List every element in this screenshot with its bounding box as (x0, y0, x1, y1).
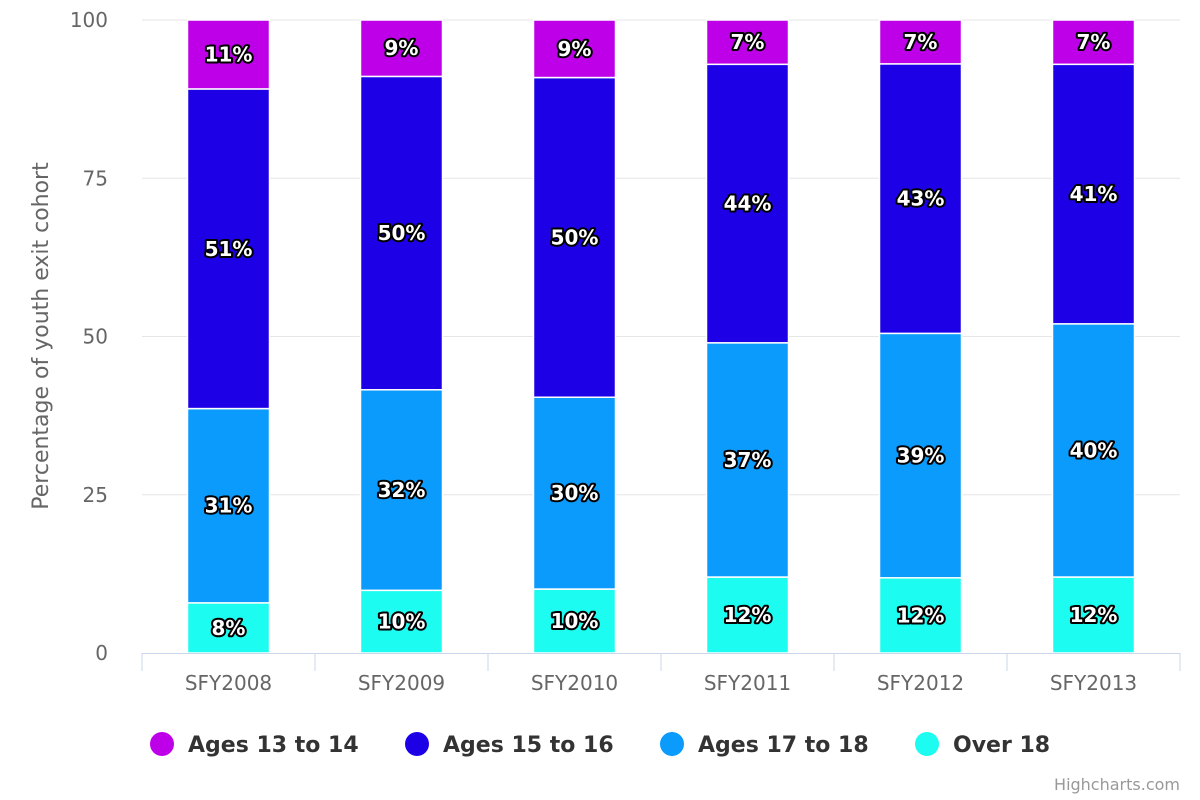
bar-segment[interactable] (359, 389, 444, 592)
bar-segment[interactable] (878, 332, 963, 579)
data-label: 37% (724, 448, 772, 472)
bar-segment[interactable] (532, 76, 617, 398)
data-label: 12% (897, 603, 945, 627)
bar-segment[interactable] (1051, 19, 1136, 66)
bar-segment[interactable] (532, 588, 617, 654)
grid-lines (142, 19, 1180, 496)
axes: 0 25 50 75 100 SFY2008 SFY2009 SFY2010 SFY2011 SF… (70, 8, 1181, 695)
bar-segment[interactable] (186, 602, 271, 654)
data-label: 44% (724, 192, 772, 216)
data-labels: 8% 31% 51% 11% 10% 32% 50% 9% 10% 30% 50% 9% 12% 37% 4… (203, 28, 1120, 642)
data-label: 43% (897, 187, 945, 211)
data-label: 39% (897, 444, 945, 468)
legend-symbol (915, 732, 939, 756)
credits[interactable]: Highcharts.com (1054, 775, 1180, 794)
y-tick-label: 100 (70, 8, 108, 32)
data-label: 30% (551, 481, 599, 505)
bar-segment[interactable] (359, 589, 444, 654)
bar-segment[interactable] (705, 19, 790, 66)
bar-segment[interactable] (359, 75, 444, 391)
legend-item[interactable]: Over 18 (915, 732, 1050, 758)
data-label: 10% (378, 610, 426, 634)
data-label: 11% (205, 42, 253, 66)
bar-segment[interactable] (705, 63, 790, 344)
legend-label: Ages 17 to 18 (698, 733, 869, 758)
bar-segment[interactable] (186, 88, 271, 410)
y-tick-label: 75 (83, 166, 108, 190)
data-label: 50% (378, 221, 426, 245)
legend-label: Over 18 (953, 733, 1050, 758)
x-tick-label: SFY2010 (531, 671, 618, 695)
bar-segment[interactable] (186, 407, 271, 604)
bar-segment[interactable] (878, 63, 963, 335)
data-label: 40% (1070, 438, 1118, 462)
x-tick-label: SFY2009 (358, 671, 445, 695)
bar-segment[interactable] (359, 19, 444, 78)
x-tick-label: SFY2011 (704, 671, 791, 695)
bar-segment[interactable] (532, 19, 617, 79)
x-tick-label: SFY2012 (877, 671, 964, 695)
data-label: 9% (558, 37, 592, 61)
bar-segment[interactable] (878, 19, 963, 65)
data-label: 7% (1077, 30, 1111, 54)
data-label: 12% (724, 603, 772, 627)
data-label: 7% (731, 30, 765, 54)
data-label: 12% (1070, 603, 1118, 627)
data-label: 50% (551, 225, 599, 249)
data-label: 32% (378, 478, 426, 502)
bar-segment[interactable] (1051, 323, 1136, 578)
x-tick-label: SFY2013 (1050, 671, 1137, 695)
legend: Ages 13 to 14 Ages 15 to 16 Ages 17 to 18 O… (150, 732, 1050, 758)
data-label: 10% (551, 609, 599, 633)
legend-label: Ages 13 to 14 (188, 733, 359, 758)
data-label: 9% (385, 36, 419, 60)
data-label: 51% (205, 237, 253, 261)
legend-item[interactable]: Ages 15 to 16 (405, 732, 614, 758)
legend-symbol (150, 732, 174, 756)
data-label: 41% (1070, 182, 1118, 206)
legend-label: Ages 15 to 16 (443, 733, 614, 758)
y-axis-title: Percentage of youth exit cohort (29, 162, 54, 510)
data-label: 7% (904, 30, 938, 54)
legend-symbol (660, 732, 684, 756)
bar-segment[interactable] (186, 19, 271, 90)
bars (186, 19, 1136, 654)
y-tick-label: 0 (95, 641, 108, 665)
x-tick-label: SFY2008 (185, 671, 272, 695)
y-tick-label: 50 (83, 325, 108, 349)
legend-item[interactable]: Ages 13 to 14 (150, 732, 359, 758)
y-tick-label: 25 (83, 483, 108, 507)
legend-item[interactable]: Ages 17 to 18 (660, 732, 869, 758)
bar-segment[interactable] (878, 577, 963, 654)
data-label: 31% (205, 494, 253, 518)
legend-symbol (405, 732, 429, 756)
data-label: 8% (212, 616, 246, 640)
